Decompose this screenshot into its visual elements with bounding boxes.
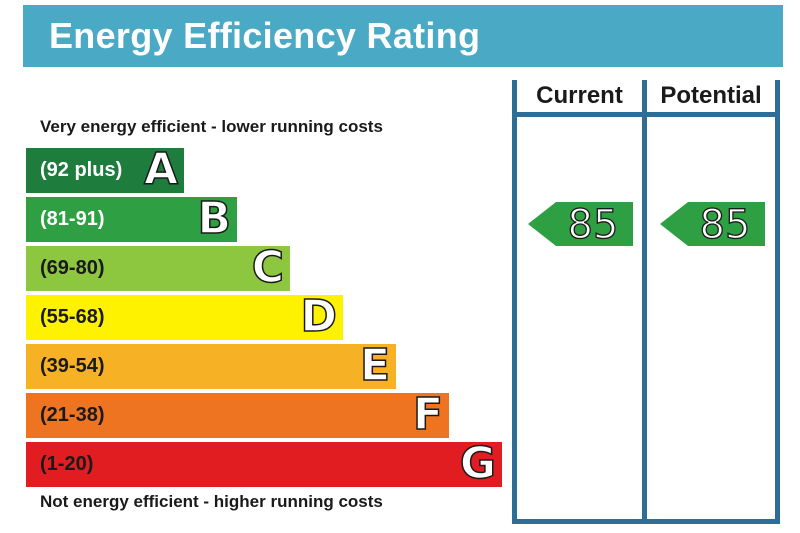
band-range-label: (55-68) [40,306,105,328]
frame-line-header-bottom [512,112,780,117]
current-rating-value: 85 [567,202,619,248]
header-bar: Energy Efficiency Rating [23,5,783,67]
frame-line-bottom [512,519,780,524]
current-rating-arrow: 85 [528,202,633,248]
band-d: (55-68) D [26,291,343,342]
frame-line-right [775,80,780,524]
frame-line-left [512,80,517,524]
band-a: (92 plus) A [26,144,184,195]
band-c: (69-80) C [26,242,290,293]
band-range-label: (81-91) [40,208,105,230]
band-f: (21-38) F [26,389,449,440]
band-letter: F [412,389,444,440]
band-letter: E [359,340,391,391]
band-letter: G [459,438,497,489]
caption-bottom: Not energy efficient - higher running co… [40,492,383,511]
band-range-label: (21-38) [40,404,105,426]
current-arrow-shape [528,202,633,246]
column-header-potential: Potential [660,82,762,109]
band-b: (81-91) B [26,193,237,244]
column-header-current: Current [536,82,623,109]
band-range-label: (69-80) [40,257,105,279]
page-title: Energy Efficiency Rating [49,15,481,56]
band-letter: A [143,144,179,195]
band-e: (39-54) E [26,340,396,391]
band-letter: D [300,291,338,342]
band-g: (1-20) G [26,438,502,489]
band-letter: C [251,242,285,293]
band-letter: B [197,193,232,244]
caption-top: Very energy efficient - lower running co… [40,117,383,136]
frame-line-middle [642,80,647,524]
potential-rating-arrow: 85 [660,202,765,248]
band-range-label: (92 plus) [40,159,123,181]
potential-arrow-shape [660,202,765,246]
potential-rating-value: 85 [699,202,751,248]
band-range-label: (39-54) [40,355,105,377]
band-range-label: (1-20) [40,453,94,475]
